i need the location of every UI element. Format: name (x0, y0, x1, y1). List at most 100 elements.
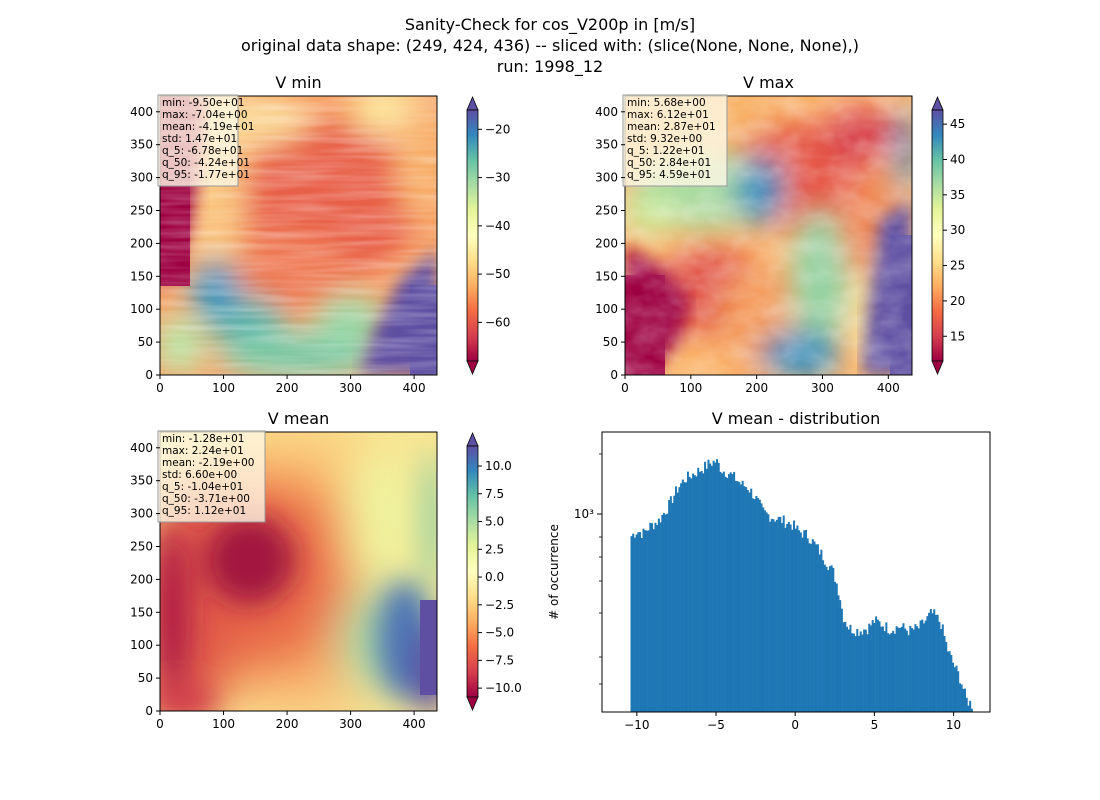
histogram-bar (936, 614, 939, 712)
histogram-bar (630, 536, 633, 712)
histogram-bar (695, 476, 698, 712)
colorbar-gradient (931, 109, 944, 362)
histogram-bar (758, 499, 761, 712)
x-tick-label: 100 (212, 717, 235, 731)
x-tick-label: 100 (679, 381, 702, 395)
histogram-bar (952, 662, 955, 712)
histogram-bar (664, 514, 667, 712)
colorbar-tick-label: −10.0 (485, 681, 522, 695)
colorbar-tick-label: 30 (950, 223, 965, 237)
histogram-bar (928, 612, 931, 712)
histogram-bar (878, 621, 881, 712)
histogram-bar (852, 633, 855, 712)
histogram-bar (890, 632, 893, 712)
histogram-bar (940, 628, 943, 712)
histogram-bar (967, 705, 970, 712)
stat-line: mean: 2.87e+01 (627, 121, 716, 133)
histogram-bar (719, 471, 722, 712)
histogram-bar (832, 567, 835, 712)
stats-box-v-max: min: 5.68e+00 max: 6.12e+01 mean: 2.87e+… (622, 94, 728, 187)
colorbar-upper-arrow (466, 431, 479, 447)
histogram-bar (683, 482, 686, 712)
histogram-bar (721, 473, 724, 712)
x-tick-label: 0 (791, 718, 799, 732)
histogram-bar (751, 498, 754, 712)
x-tick-label: 300 (339, 717, 362, 731)
x-tick-label: 10 (946, 718, 961, 732)
suptitle-line-1: Sanity-Check for cos_V200p in [m/s] (405, 15, 695, 35)
colorbar-gradient (466, 109, 479, 362)
y-axis-distribution: 10³ # of occurrence (547, 453, 602, 685)
histogram-bar (775, 519, 778, 712)
y-tick-label: 300 (130, 507, 153, 521)
histogram-bar (745, 487, 748, 712)
histogram-bar (948, 651, 951, 712)
histogram-bar (762, 507, 765, 712)
x-tick-label: 200 (276, 717, 299, 731)
histogram-bar (902, 623, 905, 712)
histogram-bar (837, 595, 840, 712)
y-tick-label: 250 (595, 203, 618, 217)
histogram-bar (702, 473, 705, 712)
histogram-bar (929, 609, 932, 712)
y-tick-label: 50 (603, 335, 618, 349)
histogram-bar (815, 544, 818, 712)
heatmap-v-mean (160, 432, 437, 711)
histogram-bar (645, 530, 648, 712)
suptitle-line-3: run: 1998_12 (497, 57, 603, 77)
panel-v-max: V max (595, 73, 965, 395)
colorbar-tick-label: 5.0 (485, 515, 504, 529)
histogram-bar (750, 488, 753, 712)
y-tick-label: 50 (138, 671, 153, 685)
histogram-bar (950, 655, 953, 712)
histogram-bar (818, 554, 821, 712)
panel-v-mean-distribution: V mean - distribution −10 −5 0 5 10 10³ # of… (547, 409, 991, 732)
histogram-bar (769, 521, 772, 712)
colorbar-tick-label: 2.5 (485, 542, 504, 556)
histogram-bar (717, 462, 720, 712)
histogram-bar (733, 471, 736, 712)
histogram-bar (892, 630, 895, 712)
colorbar-tick-label: −30 (485, 171, 510, 185)
histogram-bar (786, 524, 789, 712)
histogram-bar (726, 477, 729, 712)
histogram-bar (871, 619, 874, 712)
histogram-bar (746, 490, 749, 712)
histogram-bar (801, 537, 804, 712)
histogram-bar (938, 621, 941, 712)
histogram-bar (633, 537, 636, 712)
histogram-bar (857, 635, 860, 712)
y-axis-v-min: 0 50 100 150 200 250 300 350 400 (130, 105, 160, 382)
y-tick-label: 300 (130, 171, 153, 185)
histogram-bar (722, 471, 725, 712)
y-tick-label: 200 (130, 236, 153, 250)
histogram-bar (669, 496, 672, 712)
stat-line: max: 2.24e+01 (162, 445, 244, 457)
histogram-bar (933, 609, 936, 712)
histogram-bar (774, 521, 777, 712)
histogram-bar (656, 524, 659, 712)
stats-box-v-min: min: -9.50e+01 max: -7.04e+00 mean: -4.1… (157, 94, 254, 187)
y-tick-label: 400 (130, 105, 153, 119)
histogram-bar (965, 697, 968, 712)
histogram-bar (796, 525, 799, 712)
x-tick-label: 300 (339, 381, 362, 395)
histogram-bar (883, 631, 886, 712)
histogram-bar (782, 515, 785, 712)
colorbar-tick-label: −40 (485, 219, 510, 233)
histogram-bar (953, 667, 956, 712)
stat-line: q_95: -1.77e+01 (162, 169, 250, 181)
axes-frame-v-mean (159, 431, 438, 712)
histogram-bar (748, 492, 751, 712)
colorbar-tick-label: −60 (485, 315, 510, 329)
y-tick-label: 400 (595, 105, 618, 119)
y-tick-label: 100 (130, 302, 153, 316)
histogram-bar (652, 529, 655, 712)
histogram-bar (914, 624, 917, 712)
histogram-bar (727, 474, 731, 712)
stat-line: min: 5.68e+00 (627, 97, 706, 109)
histogram-bar (912, 629, 915, 712)
histogram-bar (676, 492, 679, 712)
suptitle: Sanity-Check for cos_V200p in [m/s] orig… (241, 15, 859, 77)
histogram-bar (811, 539, 814, 712)
